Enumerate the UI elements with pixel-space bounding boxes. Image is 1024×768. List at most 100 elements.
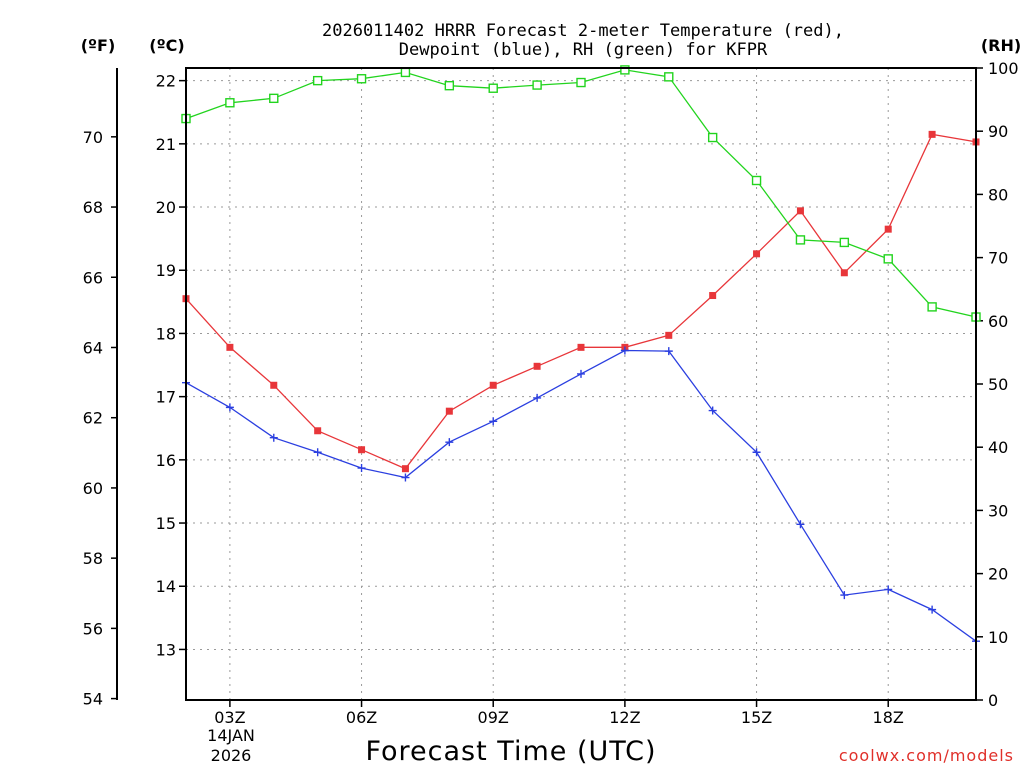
rh-point xyxy=(532,80,542,90)
rh-point xyxy=(620,65,630,75)
celsius-tick-label: 15 xyxy=(156,514,176,533)
dewpoint-point xyxy=(928,605,937,614)
gridlines xyxy=(186,68,976,700)
rh-tick-label: 30 xyxy=(988,501,1008,520)
2-meter-temperature-line xyxy=(185,133,977,470)
rh-point xyxy=(356,74,367,84)
x-tick-label: 09Z xyxy=(478,708,509,727)
fahrenheit-tick-label: 54 xyxy=(83,690,103,709)
rh-unit-label: (RH) xyxy=(981,36,1021,55)
celsius-tick-label: 21 xyxy=(156,135,176,154)
x-tick-label: 06Z xyxy=(346,708,377,727)
2-meter-temperature-point xyxy=(796,207,804,215)
rh-point xyxy=(269,93,279,104)
rh-tick-label: 10 xyxy=(988,628,1008,647)
dewpoint-point xyxy=(884,585,893,594)
2-meter-temperature-point xyxy=(489,381,497,389)
2-meter-temperature-point xyxy=(928,130,936,138)
x-axis-label: Forecast Time (UTC) xyxy=(365,736,656,767)
2-meter-temperature-point xyxy=(533,362,541,370)
dewpoint-point xyxy=(445,438,454,447)
dewpoint-point xyxy=(533,393,542,402)
rh-point xyxy=(707,132,718,143)
dewpoint-point xyxy=(840,591,849,600)
fahrenheit-tick-label: 70 xyxy=(83,128,103,147)
2-meter-temperature-point xyxy=(665,331,673,339)
rh-tick-label: 90 xyxy=(988,122,1008,141)
fahrenheit-axis: 54 56 58 60 62 64 66 68 70 xyxy=(83,128,117,709)
2-meter-temperature-point xyxy=(753,250,761,258)
celsius-tick-label: 22 xyxy=(156,72,176,91)
rh-tick-label: 100 xyxy=(988,59,1019,78)
rh-point xyxy=(225,98,235,108)
rh-point xyxy=(883,254,893,264)
2-meter-temperature-point xyxy=(577,343,585,351)
rh-point xyxy=(312,75,323,86)
title-line-2: Dewpoint (blue), RH (green) for KFPR xyxy=(399,40,768,60)
rh-tick-label: 40 xyxy=(988,438,1008,457)
rh-point xyxy=(751,175,762,186)
2-meter-temperature-point xyxy=(270,381,278,389)
celsius-tick-label: 17 xyxy=(156,388,176,407)
fahrenheit-tick-label: 56 xyxy=(83,619,103,638)
dewpoint-point xyxy=(577,369,585,378)
fahrenheit-tick-label: 62 xyxy=(83,409,103,428)
date-label-year: 2026 xyxy=(211,746,252,765)
2-meter-temperature-series xyxy=(182,130,980,473)
2-meter-temperature-point xyxy=(226,343,234,351)
dewpoint-line xyxy=(185,349,977,642)
fahrenheit-unit-label: (ºF) xyxy=(81,36,116,55)
title-line-1: 2026011402 HRRR Forecast 2-meter Tempera… xyxy=(322,21,844,41)
2-meter-temperature-point xyxy=(709,292,717,300)
rh-tick-label: 50 xyxy=(988,375,1008,394)
fahrenheit-tick-label: 66 xyxy=(83,268,103,287)
dewpoint-point xyxy=(357,464,366,473)
2-meter-temperature-point xyxy=(358,446,366,454)
rh-point xyxy=(400,67,411,78)
celsius-unit-label: (ºC) xyxy=(149,36,184,55)
rh-point xyxy=(576,77,586,88)
celsius-tick-label: 19 xyxy=(156,261,176,280)
dewpoint-point xyxy=(401,473,410,482)
rh-tick-label: 80 xyxy=(988,185,1008,204)
plot-frame xyxy=(185,67,977,701)
dewpoint-point xyxy=(225,403,234,412)
celsius-tick-label: 20 xyxy=(156,198,176,217)
dewpoint-point xyxy=(489,417,498,426)
dewpoint-point xyxy=(269,433,278,442)
x-tick-label: 03Z xyxy=(214,708,245,727)
rh-line xyxy=(185,69,977,318)
fahrenheit-tick-label: 60 xyxy=(83,479,103,498)
date-label-day: 14JAN xyxy=(207,726,255,745)
2-meter-temperature-point xyxy=(840,269,848,277)
celsius-tick-label: 16 xyxy=(156,451,176,470)
x-tick-label: 18Z xyxy=(873,708,904,727)
rh-point xyxy=(795,235,806,245)
fahrenheit-tick-label: 64 xyxy=(83,338,103,357)
fahrenheit-tick-label: 58 xyxy=(83,549,103,568)
time-axis: 03Z 06Z 09Z 12Z 15Z 18Z xyxy=(214,700,904,727)
celsius-tick-label: 18 xyxy=(156,324,176,343)
2-meter-temperature-point xyxy=(445,407,453,415)
rh-series xyxy=(181,65,981,322)
celsius-axis: 13 14 15 16 17 18 19 20 21 22 xyxy=(156,72,186,659)
chart-title: 2026011402 HRRR Forecast 2-meter Tempera… xyxy=(322,21,844,60)
rh-point xyxy=(927,302,937,312)
rh-point xyxy=(839,237,850,248)
dewpoint-point xyxy=(752,448,761,457)
rh-point xyxy=(664,72,674,82)
dewpoint-series xyxy=(182,346,980,646)
fahrenheit-tick-label: 68 xyxy=(83,198,103,217)
data-series xyxy=(181,65,981,646)
dewpoint-point xyxy=(664,347,673,356)
celsius-tick-label: 14 xyxy=(156,577,176,596)
celsius-tick-label: 13 xyxy=(156,640,176,659)
dewpoint-point xyxy=(620,346,629,355)
rh-axis: 0 10 20 30 40 50 60 70 80 90 100 xyxy=(976,59,1019,710)
2-meter-temperature-point xyxy=(401,465,409,473)
rh-tick-label: 20 xyxy=(988,565,1008,584)
rh-tick-label: 70 xyxy=(988,249,1008,268)
rh-point xyxy=(444,80,455,91)
dewpoint-point xyxy=(313,448,322,457)
